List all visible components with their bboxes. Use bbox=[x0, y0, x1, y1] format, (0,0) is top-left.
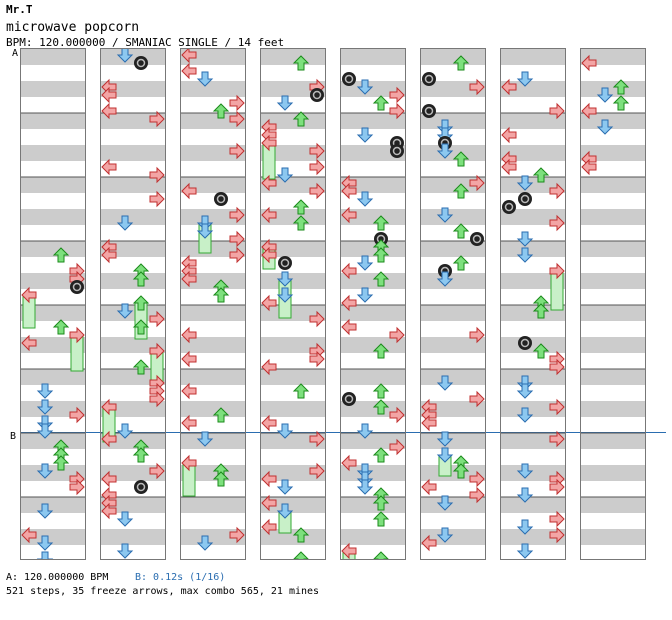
chart-column bbox=[180, 48, 246, 560]
marker-b: B bbox=[10, 431, 17, 442]
chart-column bbox=[340, 48, 406, 560]
chart-column bbox=[500, 48, 566, 560]
bpm-b-label: B: 0.12s (1/16) bbox=[135, 572, 226, 583]
chart-column bbox=[580, 48, 646, 560]
artist-name: Mr.T bbox=[6, 3, 33, 16]
chart-column bbox=[20, 48, 86, 560]
chart-info: BPM: 120.000000 / SMANIAC SINGLE / 14 fe… bbox=[6, 36, 285, 49]
step-stats: 521 steps, 35 freeze arrows, max combo 5… bbox=[6, 586, 320, 597]
song-title: microwave popcorn bbox=[6, 20, 140, 35]
chart-column bbox=[260, 48, 326, 560]
chart-column bbox=[420, 48, 486, 560]
bpm-a-label: A: 120.000000 BPM bbox=[6, 572, 109, 583]
marker-a: A bbox=[12, 48, 19, 59]
chart-column bbox=[100, 48, 166, 560]
